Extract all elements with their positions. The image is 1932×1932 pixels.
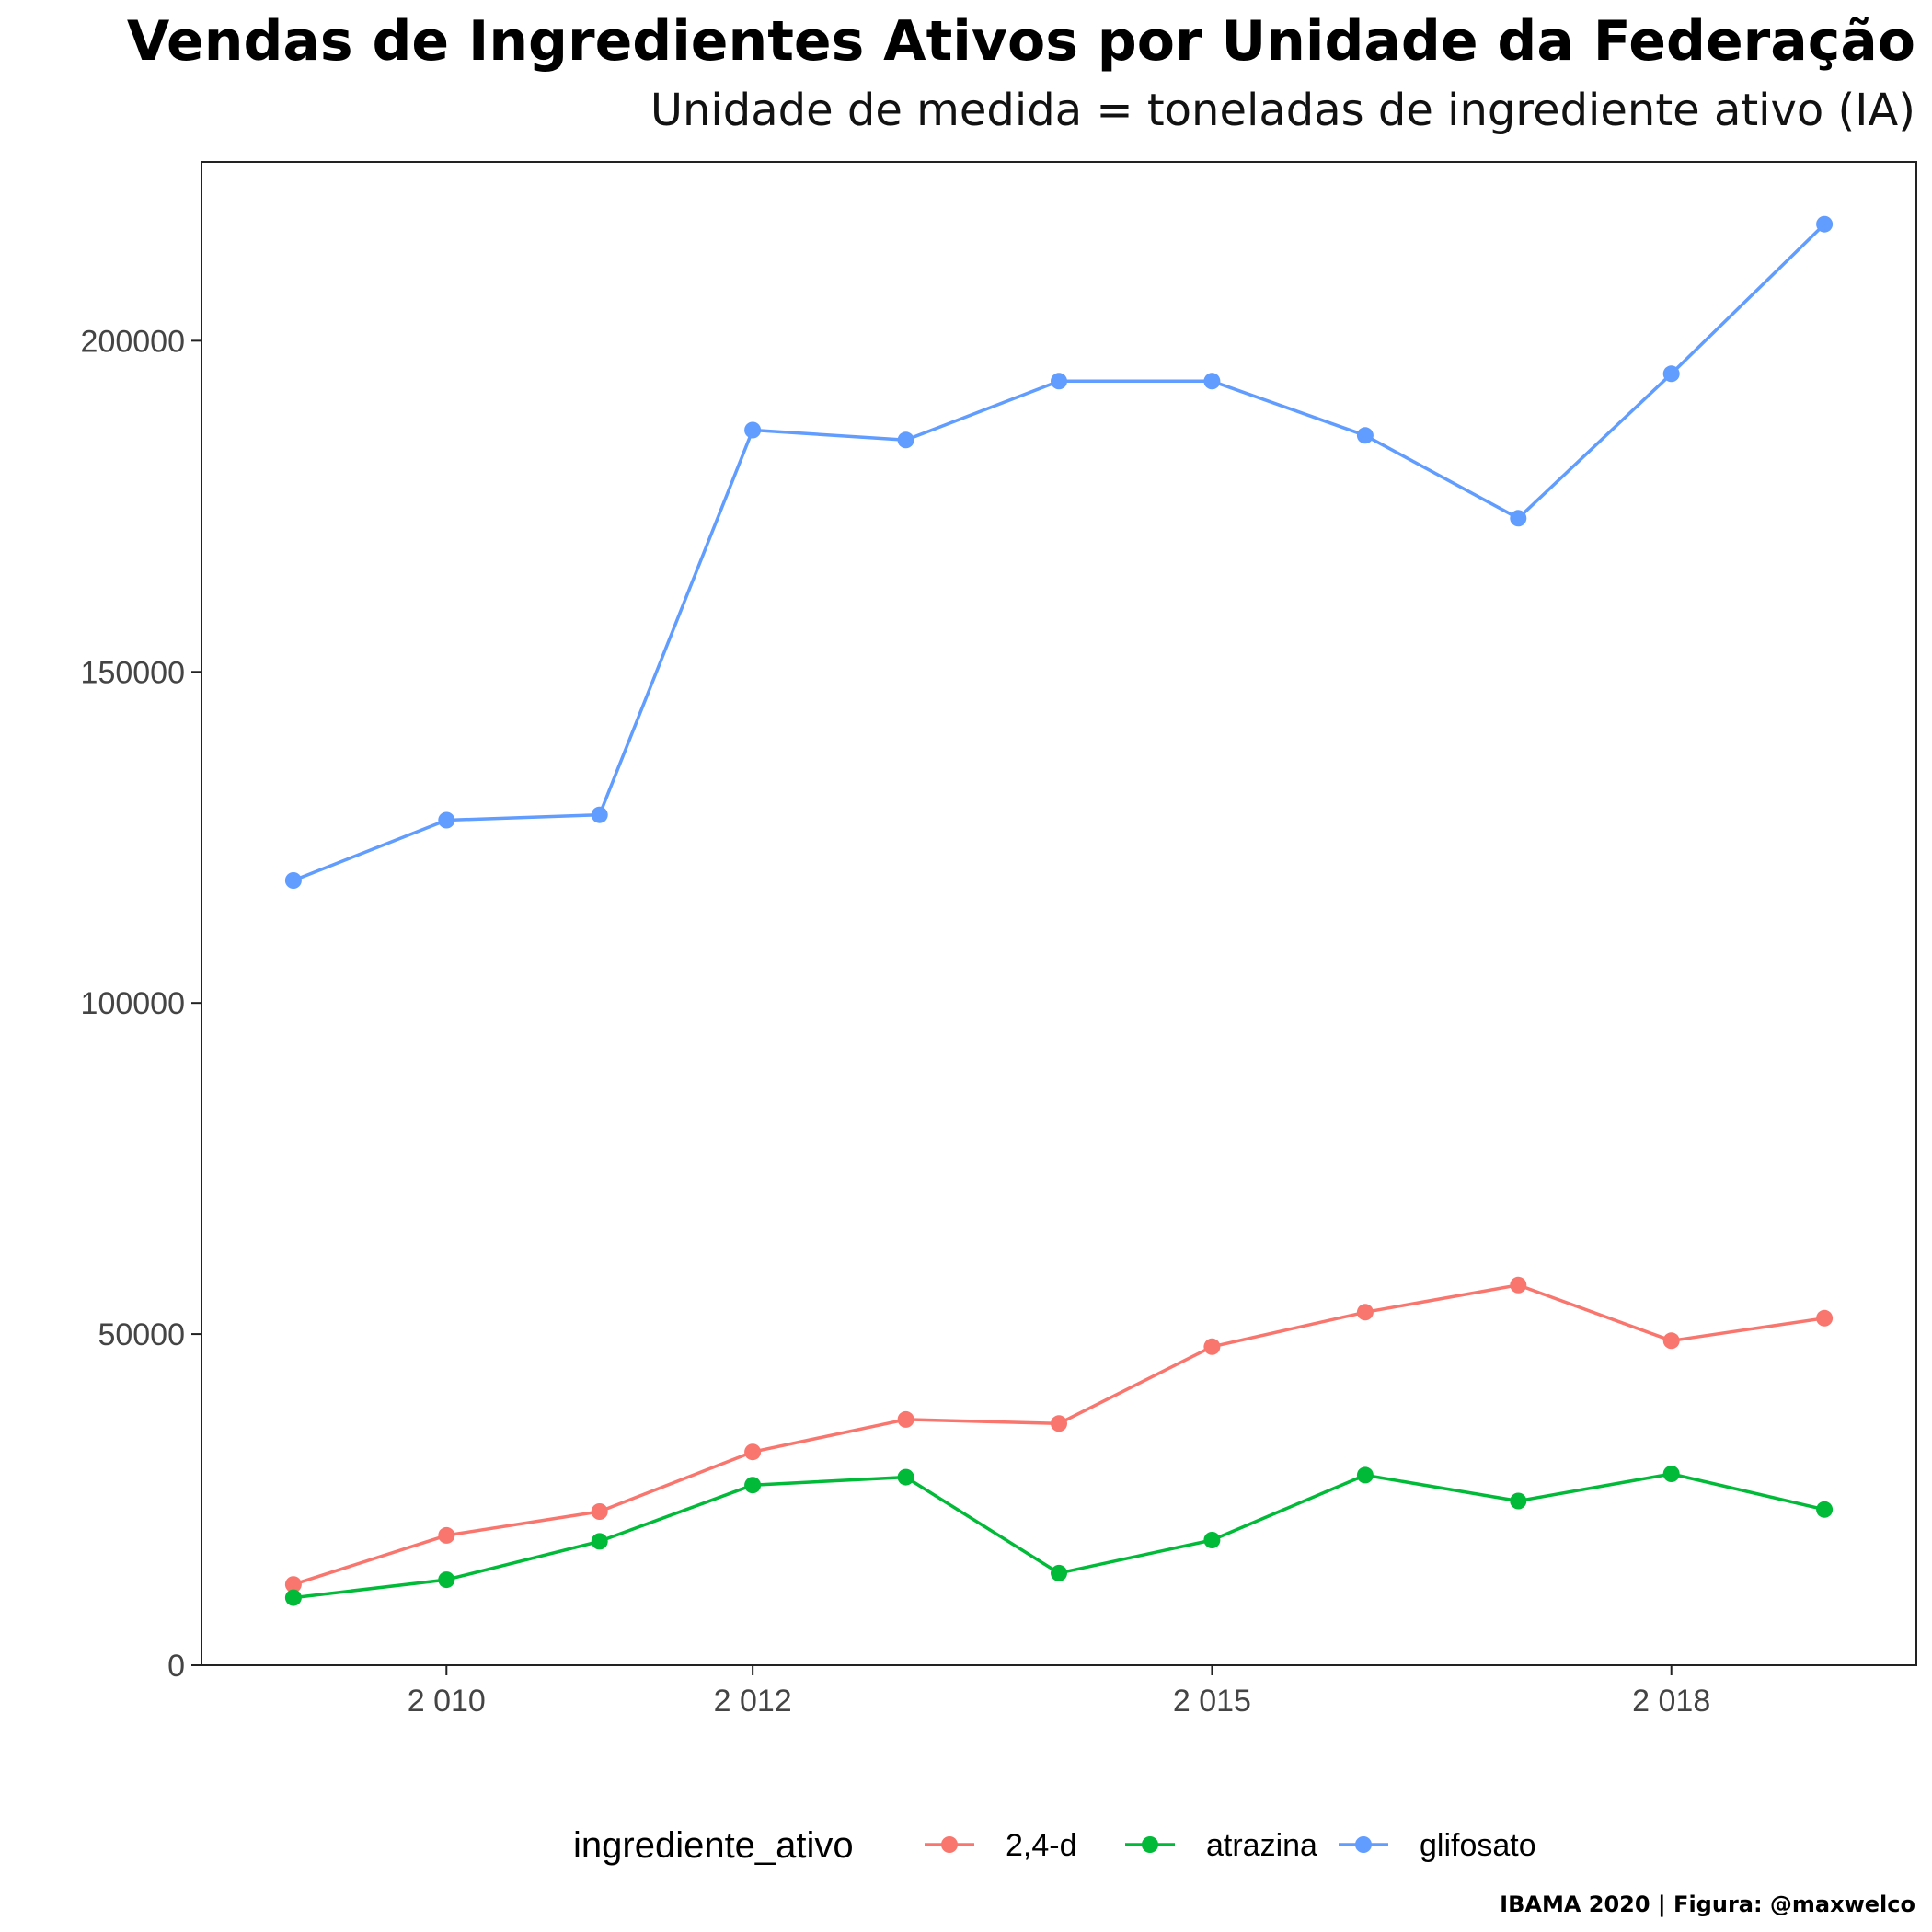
data-point-glifosato <box>1356 427 1374 444</box>
series-layer <box>284 215 1834 1606</box>
chart-title: Vendas de Ingredientes Ativos por Unidad… <box>126 9 1915 74</box>
data-point-atrazina <box>1203 1532 1221 1548</box>
data-point-2-4-d <box>284 1576 302 1593</box>
axes-layer: 0 50000 100000 150000 200000 2 010 2 012 2 015 2… <box>81 161 1917 1719</box>
legend-key-point-2-4-d <box>941 1836 958 1853</box>
chart-caption: IBAMA 2020 | Figura: @maxwelco <box>1500 1892 1915 1917</box>
data-point-glifosato <box>1510 510 1527 527</box>
data-point-atrazina <box>284 1589 302 1606</box>
chart-subtitle: Unidade de medida = toneladas de ingredi… <box>650 85 1915 136</box>
data-point-glifosato <box>1051 373 1067 390</box>
legend-key-point-atrazina <box>1142 1836 1158 1853</box>
y-tick-label: 50000 <box>98 1317 185 1352</box>
data-point-2-4-d <box>744 1443 762 1461</box>
data-point-glifosato <box>897 431 914 449</box>
data-point-2-4-d <box>438 1526 455 1544</box>
data-point-atrazina <box>1051 1564 1067 1581</box>
data-point-2-4-d <box>1203 1338 1221 1355</box>
legend-key-point-glifosato <box>1355 1836 1372 1853</box>
legend-label-glifosato: glifosato <box>1420 1828 1536 1863</box>
y-tick-label: 200000 <box>81 324 185 359</box>
y-tick-label: 100000 <box>81 986 185 1021</box>
data-point-atrazina <box>1662 1466 1680 1482</box>
legend-title: ingrediente_ativo <box>573 1825 854 1866</box>
x-tick-label: 2 010 <box>408 1684 486 1719</box>
plot-panel-border <box>201 161 1917 1666</box>
series-line-glifosato <box>293 223 1826 882</box>
data-point-glifosato <box>591 806 608 823</box>
data-point-2-4-d <box>1510 1276 1527 1294</box>
data-point-2-4-d <box>1356 1304 1374 1321</box>
legend-label-2-4-d: 2,4-d <box>1006 1828 1077 1863</box>
x-tick-label: 2 015 <box>1173 1684 1251 1719</box>
data-point-atrazina <box>897 1468 914 1486</box>
x-tick-label: 2 018 <box>1632 1684 1710 1719</box>
legend: ingrediente_ativo 2,4-d atrazina glifosato <box>573 1825 1536 1866</box>
data-point-atrazina <box>744 1477 762 1494</box>
data-point-atrazina <box>1356 1466 1374 1484</box>
data-point-2-4-d <box>1816 1309 1834 1327</box>
y-tick-label: 150000 <box>81 655 185 690</box>
data-point-2-4-d <box>1662 1332 1680 1350</box>
data-point-atrazina <box>1510 1492 1527 1510</box>
data-point-2-4-d <box>591 1503 608 1520</box>
x-tick-label: 2 012 <box>714 1684 792 1719</box>
legend-label-atrazina: atrazina <box>1206 1828 1317 1863</box>
data-point-atrazina <box>438 1571 455 1589</box>
data-point-glifosato <box>284 872 302 889</box>
y-tick-label: 0 <box>167 1649 185 1684</box>
data-point-glifosato <box>438 811 455 829</box>
data-point-glifosato <box>1203 373 1221 390</box>
data-point-2-4-d <box>1051 1415 1067 1432</box>
data-point-glifosato <box>1816 215 1834 233</box>
data-point-glifosato <box>744 421 762 439</box>
data-point-2-4-d <box>897 1410 914 1428</box>
data-point-atrazina <box>591 1533 608 1550</box>
data-point-glifosato <box>1662 365 1680 383</box>
series-line-2-4-d <box>293 1283 1825 1586</box>
data-point-atrazina <box>1816 1501 1834 1518</box>
